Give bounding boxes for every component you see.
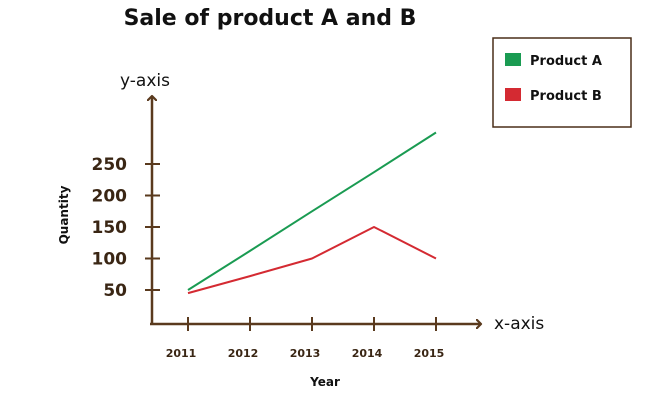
y-axis-label: Quantity <box>57 185 71 244</box>
y-tick-label: 100 <box>92 250 128 270</box>
y-ticks: 50 100 150 200 250 <box>92 155 160 301</box>
x-tick-label: 2013 <box>290 347 321 360</box>
y-tick-label: 200 <box>92 187 128 207</box>
legend-swatch-product-b <box>505 88 521 101</box>
y-tick-label: 50 <box>103 281 127 301</box>
legend: Product A Product B <box>492 37 632 128</box>
chart-title: Sale of product A and B <box>124 6 417 31</box>
x-tick-label: 2012 <box>228 347 259 360</box>
x-ticks: 2011 2012 2013 2014 2015 <box>166 317 445 360</box>
legend-box <box>492 37 632 128</box>
x-tick-label: 2011 <box>166 347 197 360</box>
legend-label-product-b: Product B <box>530 89 602 104</box>
x-tick-label: 2015 <box>414 347 445 360</box>
y-tick-label: 150 <box>92 218 128 238</box>
x-axis-label: Year <box>309 375 340 389</box>
series-lines <box>187 131 437 295</box>
series-line-product-a <box>187 131 437 291</box>
x-tick-label: 2014 <box>352 347 383 360</box>
legend-label-product-a: Product A <box>530 54 602 69</box>
y-axis-name: y-axis <box>120 71 170 91</box>
legend-swatch-product-a <box>505 53 521 66</box>
y-tick-label: 250 <box>92 155 128 175</box>
series-line-product-b <box>187 226 437 295</box>
x-axis-name: x-axis <box>494 314 544 334</box>
